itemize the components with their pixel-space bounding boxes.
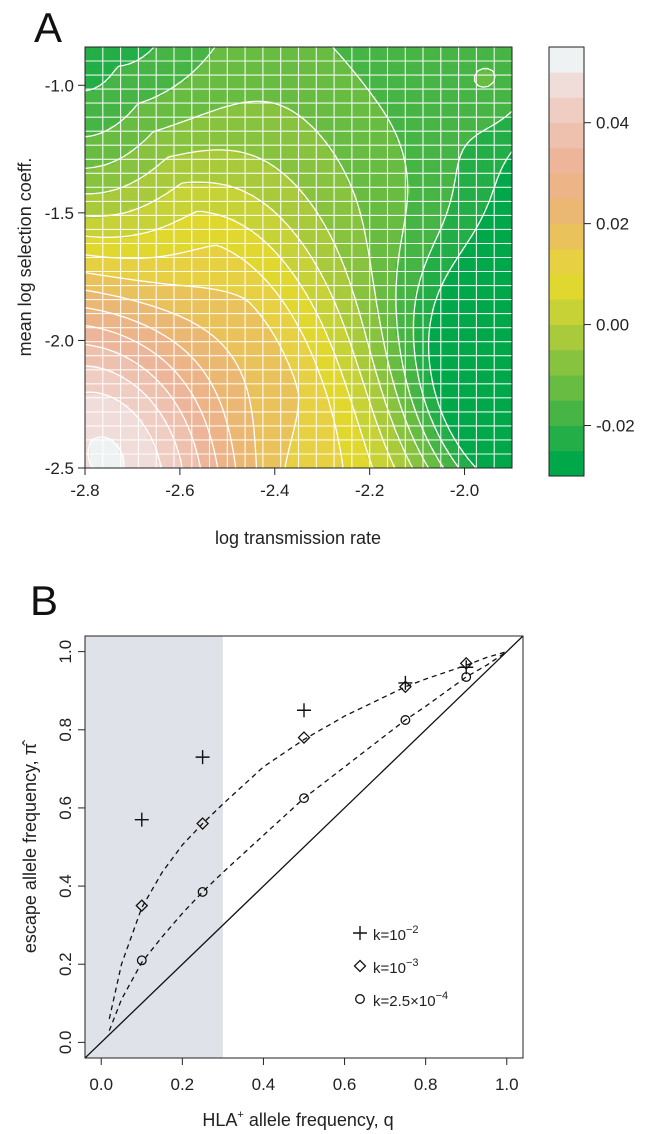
x-tick-label: 1.0 [495, 1075, 519, 1094]
scatter-area [85, 636, 523, 1058]
contour-line [85, 100, 430, 468]
fit-curve [108, 650, 507, 1020]
x-axis-title: HLA+ allele frequency, q [202, 1109, 393, 1130]
color-legend-swatch [549, 198, 584, 225]
scatter-frame [84, 635, 524, 1059]
shaded-region [85, 636, 223, 1058]
color-legend-swatch [549, 248, 584, 275]
color-legend-swatch [549, 47, 584, 73]
x-tick-label: -2.8 [70, 481, 99, 500]
legend-marker-circle [355, 994, 365, 1004]
color-legend-swatch [549, 274, 584, 300]
x-tick-label: 0.2 [171, 1075, 195, 1094]
color-legend-swatch [549, 299, 584, 325]
color-legend-swatch [549, 173, 584, 199]
data-point-circle [461, 672, 472, 682]
contour-line [85, 324, 219, 468]
data-point-circle [136, 955, 147, 966]
color-legend-label: 0.00 [596, 316, 629, 335]
data-point-circle [400, 715, 411, 725]
contour-line [85, 210, 374, 468]
data-point-plus [195, 750, 210, 765]
color-legend-label: 0.04 [596, 114, 629, 133]
legend-label: k=10−3 [373, 957, 419, 977]
x-tick-label: 0.4 [252, 1075, 276, 1094]
data-point-circle [299, 793, 309, 804]
x-tick-label: 0.6 [333, 1075, 357, 1094]
x-axis: -2.8 -2.6 -2.4 -2.2 -2.0 [70, 468, 479, 500]
color-legend-swatch [549, 349, 584, 376]
y-tick-label: -1.5 [45, 204, 74, 223]
legend: k=10−2 k=10−3 k=2.5×10−4 [353, 924, 448, 1010]
data-point-diamond [135, 899, 149, 913]
data-point-diamond [196, 817, 210, 830]
heatmap-grid [85, 47, 512, 468]
y-axis-title: mean log selection coeff. [15, 158, 35, 357]
color-legend-swatch [549, 375, 584, 401]
legend-marker-diamond [353, 959, 367, 973]
y-axis-title: escape allele frequency, π̂ [20, 740, 40, 953]
y-tick-label: 1.0 [56, 640, 75, 664]
x-tick-label: -2.4 [260, 481, 289, 500]
color-legend-swatch [549, 223, 584, 250]
color-legend-swatch [549, 72, 584, 98]
data-point-plus [459, 660, 474, 675]
legend-label: k=2.5×10−4 [373, 990, 448, 1010]
data-point-diamond [459, 656, 473, 670]
data-point-plus [297, 703, 311, 718]
contour-line [87, 436, 125, 468]
data-point-diamond [297, 731, 311, 745]
contour-line [85, 289, 258, 468]
x-tick-label: 0.8 [414, 1075, 438, 1094]
color-legend-swatch [549, 147, 584, 174]
heatmap-frame [84, 46, 513, 469]
panel-a-letter: A [34, 4, 62, 51]
color-legend-label: -0.02 [596, 417, 635, 436]
legend-label: k=10−2 [373, 924, 419, 944]
color-legend-swatch [549, 450, 584, 477]
color-legend-swatch [549, 324, 584, 351]
y-tick-label: 0.6 [56, 796, 75, 820]
fit-curve [108, 651, 508, 1031]
y-tick-label: 0.4 [56, 874, 75, 898]
y-tick-label: -1.0 [45, 76, 74, 95]
color-legend-frame [548, 46, 585, 477]
y-tick-label: 0.0 [56, 1031, 75, 1055]
color-legend-swatch [549, 400, 584, 426]
data-point-diamond [398, 680, 412, 694]
y-tick-label: 0.2 [56, 952, 75, 976]
color-legend-swatch [549, 97, 584, 124]
contour-lines [85, 47, 512, 468]
data-point-plus [398, 675, 413, 690]
panel-a: A -2.8 -2.6 -2.4 -2.2 -2.0 -2.5-2.0-1.5-1.0 … [15, 4, 635, 548]
legend-marker-plus [353, 926, 367, 940]
color-legend-swatch [549, 122, 584, 149]
y-tick-label: -2.5 [45, 459, 74, 478]
color-legend-swatch [549, 425, 584, 452]
grid-lines [85, 47, 512, 468]
x-tick-label: -2.0 [450, 481, 479, 500]
y-axis: 0.0 0.2 0.4 0.6 0.8 1.0 [56, 640, 85, 1054]
x-tick-label: -2.6 [165, 481, 194, 500]
x-tick-label: 0.0 [89, 1075, 113, 1094]
data-point-plus [134, 812, 149, 827]
contour-line [85, 47, 496, 468]
y-tick-label: 0.8 [56, 718, 75, 742]
x-tick-label: -2.2 [355, 481, 384, 500]
x-axis: 0.0 0.2 0.4 0.6 0.8 1.0 [89, 1058, 519, 1094]
identity-line [85, 636, 523, 1058]
panel-b: B 0.0 0.2 0.4 0.6 0.8 1.0 0.00.20.40.60.81.0 … [20, 577, 524, 1130]
x-axis-title: log transmission rate [215, 528, 381, 548]
color-legend: -0.02 0.00 0.02 0.04 [548, 46, 635, 477]
y-axis: -2.5 -2.0 -1.5 -1.0 [45, 76, 85, 478]
color-legend-label: 0.02 [596, 215, 629, 234]
panel-b-letter: B [30, 577, 58, 624]
y-tick-label: -2.0 [45, 331, 74, 350]
data-point-circle [197, 886, 208, 897]
